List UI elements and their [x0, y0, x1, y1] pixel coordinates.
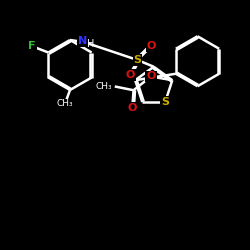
Text: O: O	[146, 72, 156, 82]
Text: O: O	[128, 103, 137, 113]
Text: S: S	[134, 55, 141, 65]
Text: N: N	[78, 36, 87, 46]
Text: O: O	[125, 70, 135, 80]
Text: O: O	[146, 41, 156, 51]
Text: CH₃: CH₃	[95, 82, 112, 91]
Text: H: H	[87, 40, 94, 50]
Text: S: S	[161, 97, 169, 107]
Text: CH₃: CH₃	[57, 99, 73, 108]
Text: F: F	[28, 41, 36, 51]
